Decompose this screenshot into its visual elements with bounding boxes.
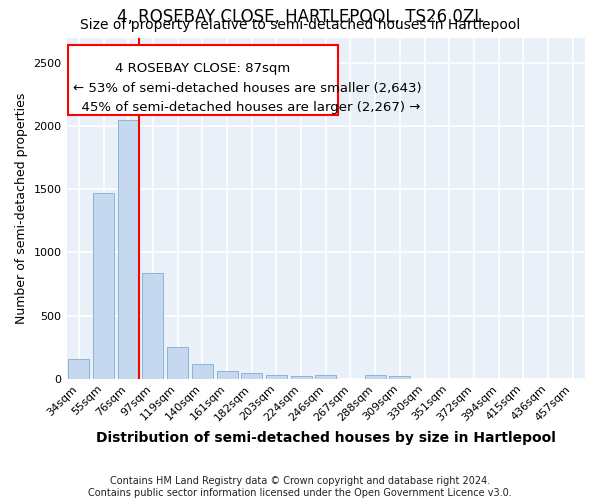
Y-axis label: Number of semi-detached properties: Number of semi-detached properties	[15, 92, 28, 324]
Bar	[118, 120, 139, 379]
Text: 4, ROSEBAY CLOSE, HARTLEPOOL, TS26 0ZL: 4, ROSEBAY CLOSE, HARTLEPOOL, TS26 0ZL	[117, 8, 483, 26]
Bar	[315, 375, 336, 379]
Bar	[389, 376, 410, 379]
Text: 45% of semi-detached houses are larger (2,267) →: 45% of semi-detached houses are larger (…	[73, 100, 420, 114]
Bar	[93, 193, 114, 379]
Bar	[142, 274, 163, 379]
Bar	[365, 375, 386, 379]
X-axis label: Distribution of semi-detached houses by size in Hartlepool: Distribution of semi-detached houses by …	[96, 431, 556, 445]
Bar	[290, 376, 311, 379]
Text: Size of property relative to semi-detached houses in Hartlepool: Size of property relative to semi-detach…	[80, 18, 520, 32]
Bar	[192, 364, 213, 379]
Bar	[217, 370, 238, 379]
Text: ← 53% of semi-detached houses are smaller (2,643): ← 53% of semi-detached houses are smalle…	[73, 82, 421, 94]
Text: Contains HM Land Registry data © Crown copyright and database right 2024.
Contai: Contains HM Land Registry data © Crown c…	[88, 476, 512, 498]
Bar	[266, 375, 287, 379]
Bar	[241, 373, 262, 379]
FancyBboxPatch shape	[68, 45, 338, 114]
Bar	[68, 359, 89, 379]
Text: 4 ROSEBAY CLOSE: 87sqm: 4 ROSEBAY CLOSE: 87sqm	[115, 62, 290, 74]
Bar	[167, 346, 188, 379]
